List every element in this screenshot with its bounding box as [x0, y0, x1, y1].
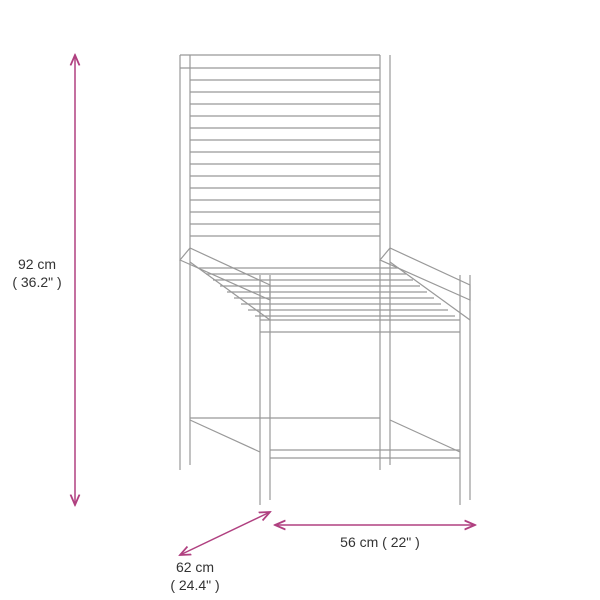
chair-outline	[180, 55, 470, 505]
dim-width-label: 56 cm ( 22" )	[320, 533, 440, 551]
dim-height-imperial: ( 36.2" )	[2, 273, 72, 291]
diagram-container: 92 cm ( 36.2" ) 62 cm ( 24.4" ) 56 cm ( …	[0, 0, 600, 600]
dim-width-imperial: ( 22" )	[382, 534, 420, 550]
dim-width-metric: 56 cm	[340, 534, 378, 550]
chair-diagram	[0, 0, 600, 600]
dimension-lines	[70, 55, 475, 555]
dim-depth-label: 62 cm ( 24.4" )	[150, 558, 240, 594]
dim-height-metric: 92 cm	[2, 255, 72, 273]
dim-height-label: 92 cm ( 36.2" )	[2, 255, 72, 291]
dim-depth-metric: 62 cm	[150, 558, 240, 576]
dim-depth-line	[180, 512, 270, 555]
dim-depth-imperial: ( 24.4" )	[150, 576, 240, 594]
